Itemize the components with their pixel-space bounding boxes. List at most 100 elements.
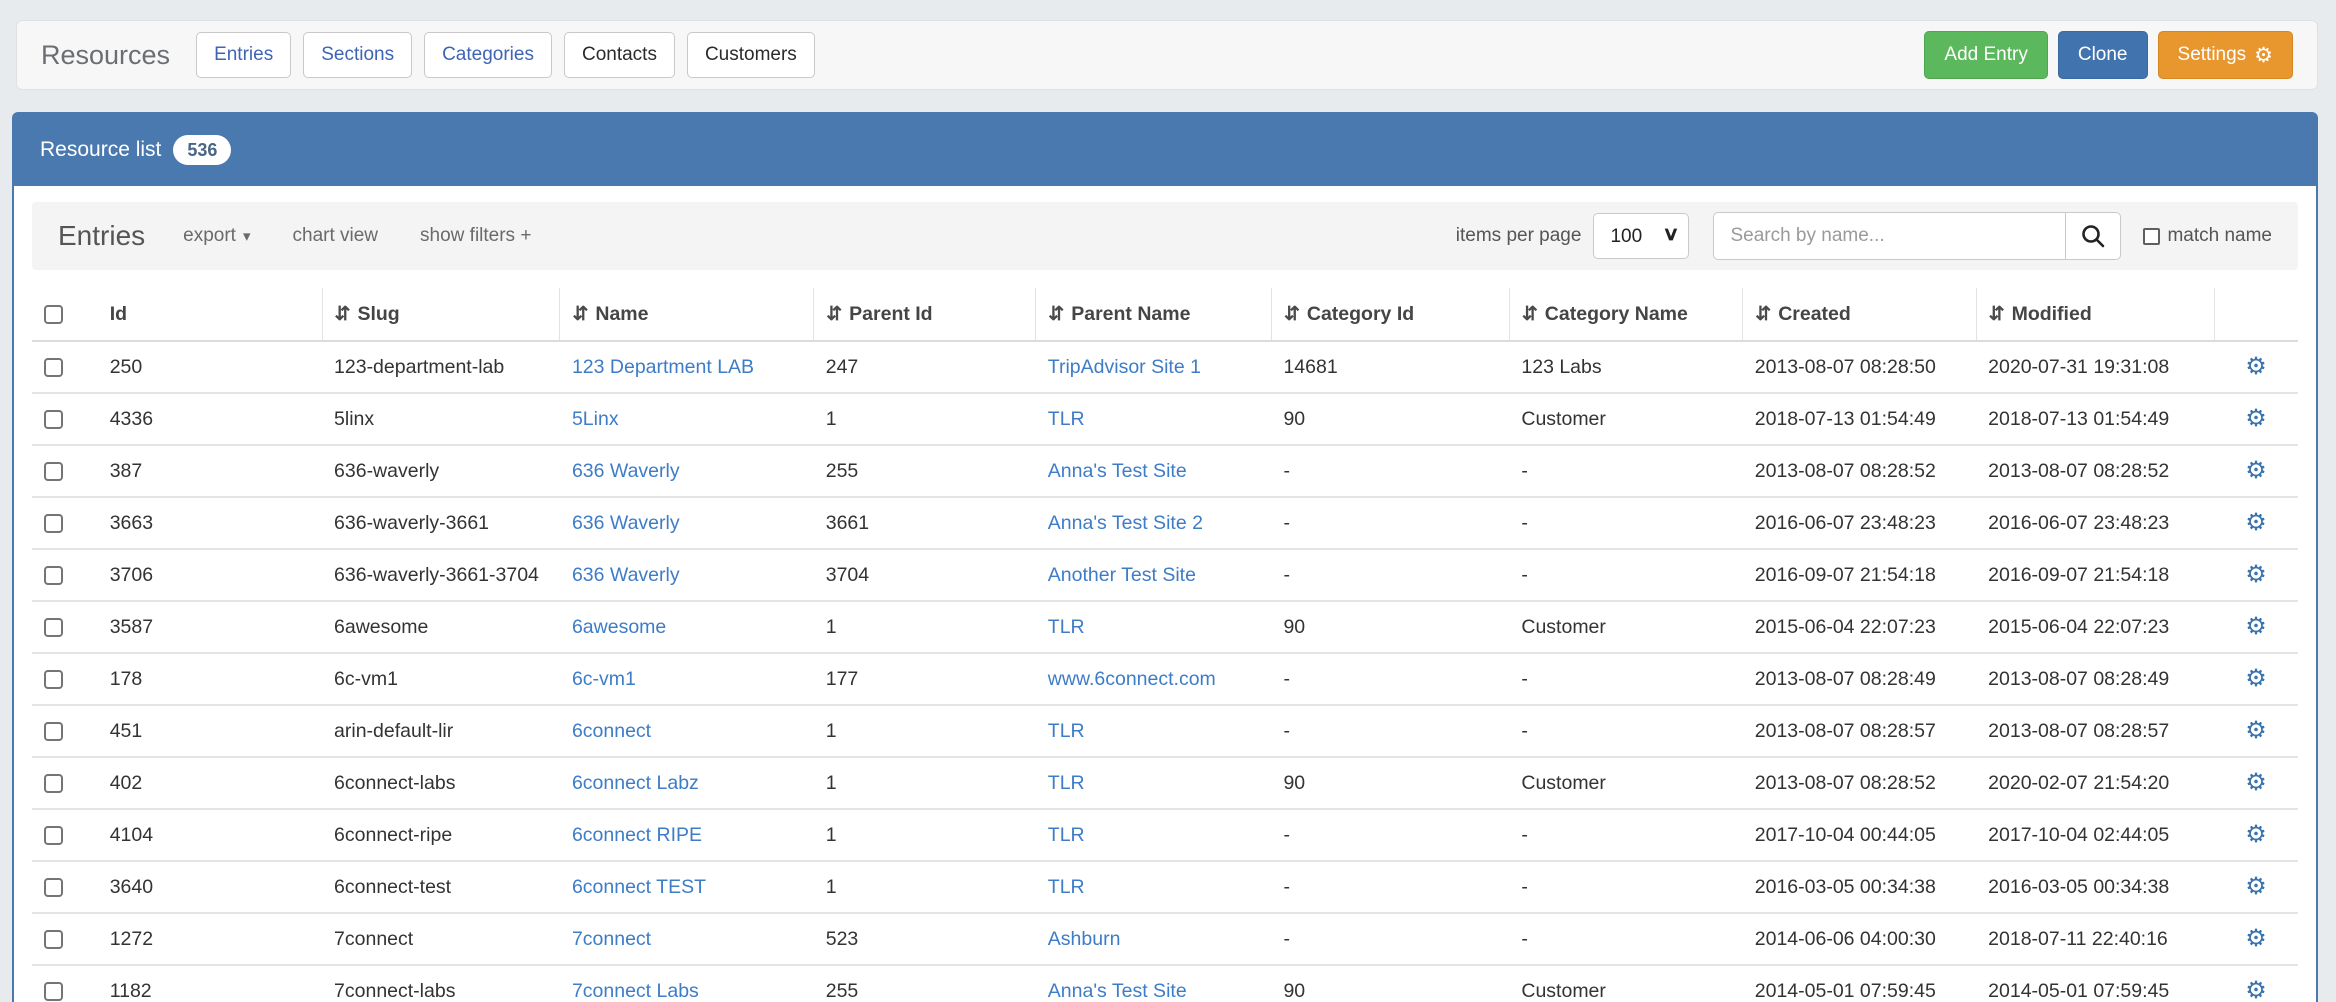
entry-name-link[interactable]: 6awesome: [571, 615, 667, 638]
entry-name-link[interactable]: 636 Waverly: [571, 459, 680, 482]
gear-icon[interactable]: ⚙: [2245, 716, 2267, 744]
row-checkbox[interactable]: [44, 981, 63, 1001]
column-header-category-name[interactable]: ⇵ Category Name: [1508, 288, 1743, 342]
entry-name-link[interactable]: 636 Waverly: [571, 563, 680, 586]
add-entry-button[interactable]: Add Entry: [1924, 31, 2048, 79]
gear-icon[interactable]: ⚙: [2245, 976, 2267, 1002]
gear-icon[interactable]: ⚙: [2245, 612, 2267, 640]
parent-name-link[interactable]: TLR: [1047, 875, 1085, 898]
search-button[interactable]: [2065, 212, 2122, 260]
nav-button-categories[interactable]: Categories: [424, 32, 552, 78]
gear-icon[interactable]: ⚙: [2245, 924, 2267, 952]
cell-category-id: 90: [1271, 757, 1510, 810]
gear-icon[interactable]: ⚙: [2245, 768, 2267, 796]
row-checkbox[interactable]: [44, 357, 63, 377]
nav-button-entries[interactable]: Entries: [196, 32, 292, 78]
parent-name-link[interactable]: Another Test Site: [1047, 563, 1196, 586]
nav-button-customers[interactable]: Customers: [686, 32, 815, 78]
resource-type-nav: Entries Sections Categories Contacts Custome…: [196, 32, 827, 78]
parent-name-link[interactable]: TLR: [1047, 719, 1085, 742]
entry-name-link[interactable]: 7connect: [571, 927, 652, 950]
export-menu[interactable]: export ▾: [183, 225, 250, 247]
entry-name-link[interactable]: 636 Waverly: [571, 511, 680, 534]
row-checkbox[interactable]: [44, 461, 63, 481]
row-actions-cell: ⚙: [2214, 965, 2298, 1002]
gear-icon[interactable]: ⚙: [2245, 508, 2267, 536]
row-checkbox[interactable]: [44, 617, 63, 637]
cell-parent-name: TLR: [1035, 601, 1272, 654]
entry-name-link[interactable]: 6connect Labz: [571, 771, 699, 794]
parent-name-link[interactable]: www.6connect.com: [1047, 667, 1216, 690]
parent-name-link[interactable]: TLR: [1047, 407, 1085, 430]
chart-view-link[interactable]: chart view: [292, 225, 379, 246]
clone-button[interactable]: Clone: [2057, 31, 2148, 79]
row-select-cell: [32, 809, 98, 862]
row-checkbox[interactable]: [44, 825, 63, 845]
parent-name-link[interactable]: TripAdvisor Site 1: [1047, 355, 1201, 378]
search-input[interactable]: [1713, 212, 2066, 260]
cell-parent-id: 1: [813, 705, 1036, 758]
column-header-name[interactable]: ⇵ Name: [559, 288, 814, 342]
select-all-checkbox[interactable]: [44, 304, 63, 324]
cell-modified: 2017-10-04 02:44:05: [1976, 809, 2215, 862]
match-name-checkbox[interactable]: [2143, 227, 2161, 245]
gear-icon[interactable]: ⚙: [2245, 820, 2267, 848]
entry-name-link[interactable]: 6connect: [571, 719, 652, 742]
nav-button-contacts[interactable]: Contacts: [563, 32, 675, 78]
column-header-category-id[interactable]: ⇵ Category Id: [1270, 288, 1510, 342]
gear-icon[interactable]: ⚙: [2245, 872, 2267, 900]
cell-parent-name: Ashburn: [1035, 913, 1272, 966]
toolbar-right: items per page 100 ∨: [1456, 212, 2272, 260]
show-filters-link[interactable]: show filters +: [420, 225, 532, 246]
row-checkbox[interactable]: [44, 773, 63, 793]
parent-name-link[interactable]: TLR: [1047, 823, 1085, 846]
cell-name: 636 Waverly: [559, 549, 814, 602]
gear-icon[interactable]: ⚙: [2245, 352, 2267, 380]
parent-name-link[interactable]: Anna's Test Site 2: [1047, 511, 1203, 534]
row-checkbox[interactable]: [44, 669, 63, 689]
cell-created: 2018-07-13 01:54:49: [1742, 393, 1977, 446]
cell-created: 2014-06-06 04:00:30: [1742, 913, 1977, 966]
gear-icon[interactable]: ⚙: [2245, 560, 2267, 588]
entry-name-link[interactable]: 5Linx: [571, 407, 619, 430]
select-all-header-cell: [32, 288, 98, 342]
cell-id: 4104: [97, 809, 323, 862]
cell-slug: 123-department-lab: [322, 341, 560, 394]
cell-id: 402: [97, 757, 323, 810]
column-header-slug[interactable]: ⇵ Slug: [321, 288, 560, 342]
row-checkbox[interactable]: [44, 409, 63, 429]
page-title: Resources: [41, 39, 171, 70]
entry-name-link[interactable]: 123 Department LAB: [571, 355, 755, 378]
parent-name-link[interactable]: Anna's Test Site: [1047, 979, 1187, 1002]
gear-icon[interactable]: ⚙: [2245, 664, 2267, 692]
parent-name-link[interactable]: TLR: [1047, 771, 1085, 794]
row-checkbox[interactable]: [44, 877, 63, 897]
row-checkbox[interactable]: [44, 565, 63, 585]
row-checkbox[interactable]: [44, 929, 63, 949]
parent-name-link[interactable]: TLR: [1047, 615, 1085, 638]
column-header-parent-id[interactable]: ⇵ Parent Id: [813, 288, 1036, 342]
row-checkbox[interactable]: [44, 721, 63, 741]
nav-button-sections[interactable]: Sections: [303, 32, 413, 78]
entry-name-link[interactable]: 6connect RIPE: [571, 823, 703, 846]
row-checkbox[interactable]: [44, 513, 63, 533]
column-header-modified[interactable]: ⇵ Modified: [1975, 288, 2215, 342]
resource-count-badge: 536: [173, 135, 232, 165]
table-row: 3663 636-waverly-3661 636 Waverly 3661 Anna'…: [32, 497, 2298, 550]
parent-name-link[interactable]: Ashburn: [1047, 927, 1121, 950]
entry-name-link[interactable]: 6c-vm1: [571, 667, 636, 690]
parent-name-link[interactable]: Anna's Test Site: [1047, 459, 1187, 482]
entry-name-link[interactable]: 6connect TEST: [571, 875, 706, 898]
row-select-cell: [32, 601, 98, 654]
cell-category-name: -: [1509, 653, 1743, 706]
column-header-created[interactable]: ⇵ Created: [1742, 288, 1977, 342]
column-header-parent-name[interactable]: ⇵ Parent Name: [1035, 288, 1272, 342]
entries-table: Id ⇵ Slug ⇵ Name ⇵ Parent Id ⇵ Parent Name ⇵ Categ…: [32, 288, 2298, 1002]
actions-header-cell: [2213, 288, 2298, 342]
cell-modified: 2020-07-31 19:31:08: [1976, 341, 2215, 394]
gear-icon[interactable]: ⚙: [2245, 404, 2267, 432]
entry-name-link[interactable]: 7connect Labs: [571, 979, 699, 1002]
gear-icon[interactable]: ⚙: [2245, 456, 2267, 484]
settings-button[interactable]: Settings ⚙: [2157, 31, 2293, 79]
items-per-page-select[interactable]: 100: [1593, 213, 1690, 259]
